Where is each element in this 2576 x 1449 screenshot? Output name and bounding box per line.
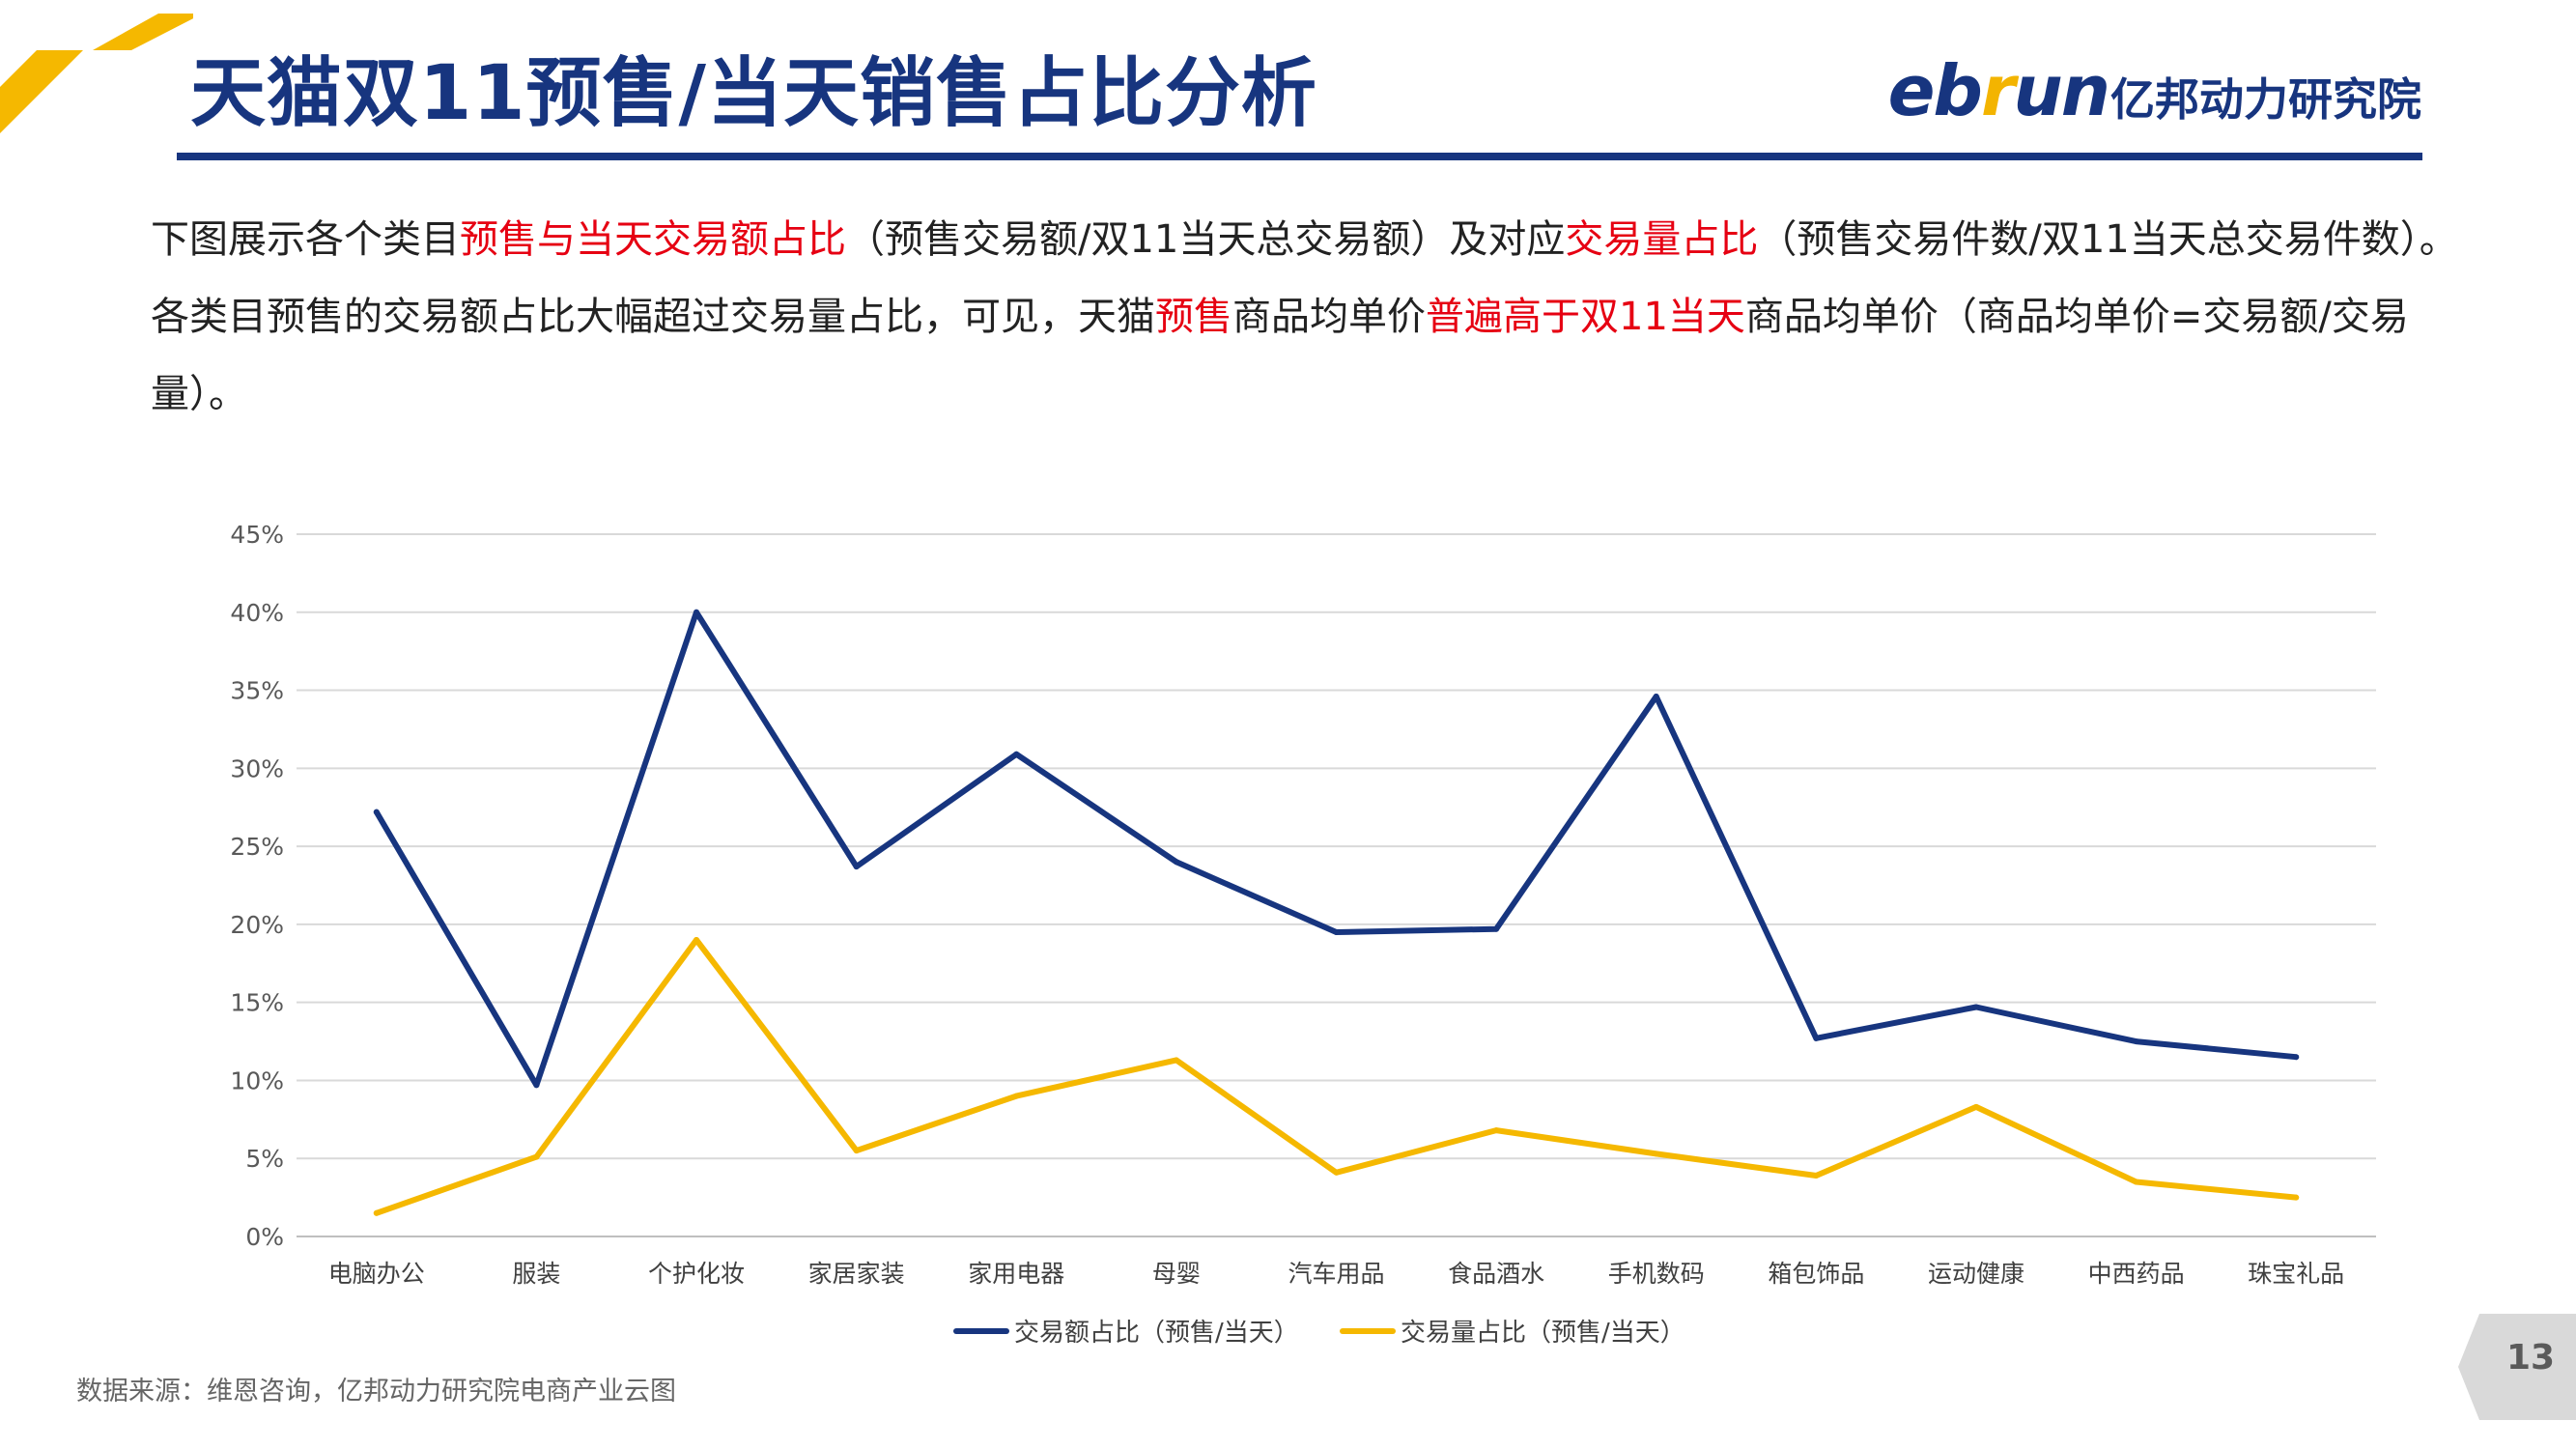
data-point xyxy=(1813,1172,1820,1179)
y-tick-label: 0% xyxy=(245,1223,284,1251)
data-point xyxy=(1972,1103,1979,1110)
y-tick-label: 30% xyxy=(230,754,284,782)
x-tick-label: 母婴 xyxy=(1152,1260,1201,1288)
header-divider xyxy=(177,153,2422,160)
x-tick-label: 服装 xyxy=(512,1260,560,1288)
body-text: 下图展示各个类目 xyxy=(151,217,460,262)
description: 下图展示各个类目预售与当天交易额占比（预售交易额/双11当天总交易额）及对应交易… xyxy=(151,201,2488,433)
x-tick-label: 手机数码 xyxy=(1608,1260,1705,1288)
logo-brand: ebrun xyxy=(1887,50,2110,131)
legend-label: 交易额占比（预售/当天） xyxy=(1014,1319,1299,1348)
x-tick-label: 电脑办公 xyxy=(328,1260,425,1288)
body-text: （预售交易额/双11当天总交易额）及对应 xyxy=(846,217,1566,262)
y-tick-label: 15% xyxy=(230,989,284,1017)
highlight-text: 预售与当天交易额占比 xyxy=(460,217,846,262)
y-tick-label: 45% xyxy=(230,521,284,549)
x-tick-label: 中西药品 xyxy=(2088,1260,2185,1288)
data-point xyxy=(1493,1127,1500,1134)
data-point xyxy=(1653,694,1659,700)
x-tick-label: 家用电器 xyxy=(968,1260,1064,1288)
highlight-text: 交易量占比 xyxy=(1565,217,1759,262)
body-text: 各类目预售的交易额占比大幅超过交易量占比，可见，天猫 xyxy=(151,295,1155,339)
x-tick-label: 汽车用品 xyxy=(1288,1260,1384,1288)
line-chart: 0% 5% 10% 15% 20% 25% 30% 35% 40% 45% 电脑办公 服装 个护化妆 家居… xyxy=(230,521,2376,1348)
data-point xyxy=(533,1153,540,1160)
data-point xyxy=(1333,1169,1340,1176)
data-point xyxy=(1173,859,1179,866)
body-text: 商品均单价 xyxy=(1232,295,1426,339)
page-number-badge xyxy=(2458,1314,2576,1420)
data-point xyxy=(1013,1093,1020,1099)
ebrun-logo: ebrun亿邦动力研究院 xyxy=(1888,50,2421,131)
x-tick-label: 珠宝礼品 xyxy=(2248,1260,2344,1288)
data-point xyxy=(1653,1151,1659,1157)
data-point xyxy=(694,609,700,615)
x-tick-label: 箱包饰品 xyxy=(1768,1260,1864,1288)
data-point xyxy=(2133,1179,2139,1185)
legend-label: 交易量占比（预售/当天） xyxy=(1401,1319,1685,1348)
data-point xyxy=(373,809,380,815)
highlight-text: 普遍高于双11当天 xyxy=(1426,295,1745,339)
y-tick-label: 35% xyxy=(230,677,284,705)
data-source-note: 数据来源：维恩咨询，亿邦动力研究院电商产业云图 xyxy=(76,1377,676,1406)
y-tick-label: 40% xyxy=(230,599,284,627)
data-point xyxy=(853,864,860,870)
series-line-1 xyxy=(373,609,2300,1089)
x-tick-label: 食品酒水 xyxy=(1448,1260,1544,1288)
y-tick-label: 20% xyxy=(230,911,284,939)
x-tick-label: 运动健康 xyxy=(1928,1260,2024,1288)
data-point xyxy=(533,1082,540,1089)
description-paragraph-1: 下图展示各个类目预售与当天交易额占比（预售交易额/双11当天总交易额）及对应交易… xyxy=(151,201,2488,278)
x-tick-label: 家居家装 xyxy=(808,1260,905,1288)
body-text: （预售交易件数/双11当天总交易件数）。 xyxy=(1758,217,2458,262)
y-tick-label: 5% xyxy=(245,1145,284,1173)
body-text: 商品均单价（商品均单价=交易额/交易量）。 xyxy=(151,295,2409,416)
data-point xyxy=(2293,1054,2300,1061)
page-number: 13 xyxy=(2505,1338,2556,1378)
data-point xyxy=(1493,925,1500,932)
highlight-text: 预售 xyxy=(1155,295,1232,339)
data-point xyxy=(2293,1194,2300,1201)
y-tick-label: 25% xyxy=(230,833,284,861)
logo-chinese-name: 亿邦动力研究院 xyxy=(2110,73,2421,126)
data-point xyxy=(853,1148,860,1154)
x-tick-label: 个护化妆 xyxy=(648,1260,745,1288)
page-title: 天猫双11预售/当天销售占比分析 xyxy=(190,50,1318,137)
data-point xyxy=(1013,751,1020,757)
data-point xyxy=(694,937,700,944)
data-point xyxy=(1173,1057,1179,1064)
data-point xyxy=(1333,928,1340,935)
corner-stripe-decoration xyxy=(0,14,193,133)
y-tick-label: 10% xyxy=(230,1066,284,1094)
description-paragraph-2: 各类目预售的交易额占比大幅超过交易量占比，可见，天猫预售商品均单价普遍高于双11… xyxy=(151,278,2488,433)
data-point xyxy=(373,1209,380,1216)
data-point xyxy=(1813,1035,1820,1041)
data-point xyxy=(1972,1004,1979,1010)
data-point xyxy=(2133,1038,2139,1045)
